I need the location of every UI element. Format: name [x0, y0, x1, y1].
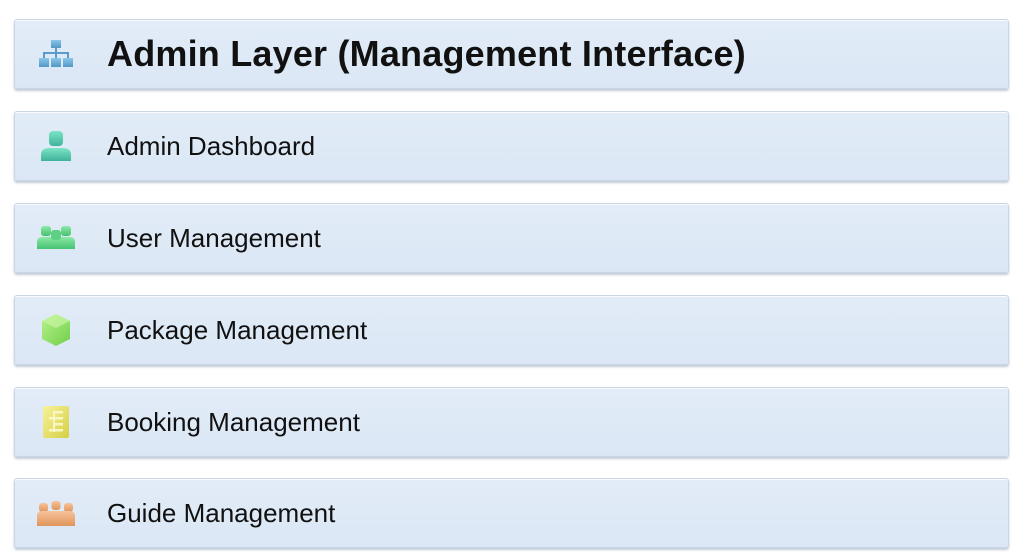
admin-dashboard-box: Admin Dashboard — [14, 111, 1009, 181]
admin-layer-title: Admin Layer (Management Interface) — [107, 33, 746, 74]
admin-dashboard-label: Admin Dashboard — [107, 130, 316, 161]
booking-list-icon — [37, 403, 75, 441]
user-management-box: User Management — [14, 203, 1009, 273]
hierarchy-icon — [37, 35, 75, 73]
admin-layer-header: Admin Layer (Management Interface) — [14, 19, 1009, 89]
users-icon — [37, 219, 75, 257]
guide-management-box: Guide Management — [14, 478, 1009, 548]
user-management-label: User Management — [107, 222, 321, 253]
package-icon — [37, 311, 75, 349]
person-icon — [37, 127, 75, 165]
guide-icon — [37, 494, 75, 532]
guide-management-label: Guide Management — [107, 497, 336, 528]
package-management-label: Package Management — [107, 314, 368, 345]
booking-management-label: Booking Management — [107, 406, 360, 437]
package-management-box: Package Management — [14, 295, 1009, 365]
booking-management-box: Booking Management — [14, 387, 1009, 457]
